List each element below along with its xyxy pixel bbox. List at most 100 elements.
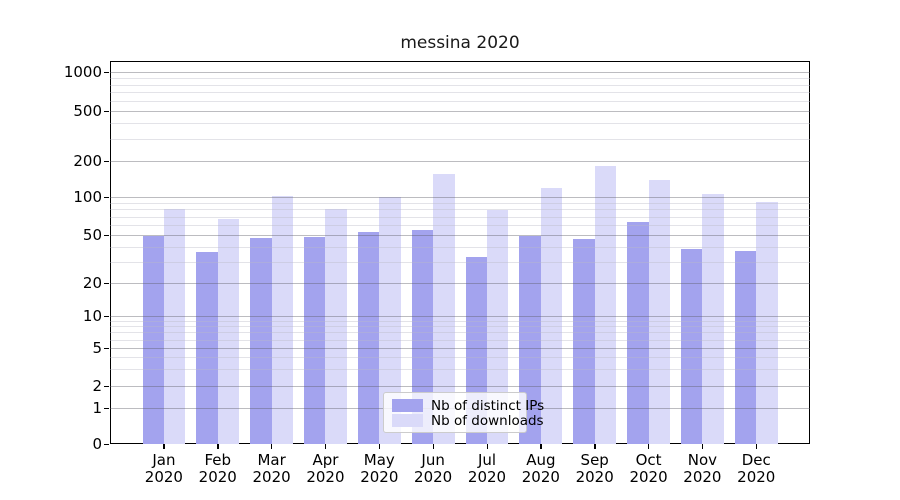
legend-swatch-distinct-ips xyxy=(392,399,423,412)
gridline-minor xyxy=(110,202,810,204)
bar-distinct-ips-may xyxy=(357,231,380,444)
x-tick-mark xyxy=(432,444,435,449)
bar-downloads-jun xyxy=(433,174,455,444)
y-tick-label: 1000 xyxy=(63,63,102,81)
x-tick-year: 2020 xyxy=(683,468,722,486)
gridline-minor xyxy=(110,246,810,248)
bar-downloads-mar xyxy=(271,195,293,444)
bar-downloads-may xyxy=(379,197,401,444)
legend-swatch-downloads xyxy=(392,414,423,427)
y-tick-mark xyxy=(104,347,109,349)
x-tick-mark xyxy=(540,444,542,449)
y-tick-label: 0 xyxy=(92,435,102,453)
x-tick-year: 2020 xyxy=(575,468,614,486)
bar-distinct-ips-oct xyxy=(627,222,649,444)
y-tick-label: 5 xyxy=(92,339,102,357)
x-tick-mark xyxy=(755,444,758,449)
gridline-major xyxy=(110,197,810,198)
legend-label-downloads: Nb of downloads xyxy=(431,412,544,429)
x-tick-year: 2020 xyxy=(414,468,453,486)
x-tick-mark xyxy=(648,444,650,449)
gridline-major xyxy=(110,111,810,112)
gridline-minor xyxy=(110,92,810,94)
legend-label-distinct-ips: Nb of distinct IPs xyxy=(431,397,545,414)
gridline-major xyxy=(110,316,810,317)
gridline-major xyxy=(110,386,810,387)
y-tick-mark xyxy=(104,385,109,387)
x-tick-mark xyxy=(701,444,704,449)
y-tick-label: 20 xyxy=(82,274,102,292)
y-tick-label: 200 xyxy=(73,152,102,170)
gridline-minor xyxy=(110,320,810,322)
x-tick-mark xyxy=(378,444,381,449)
chart-title: messina 2020 xyxy=(400,33,520,53)
gridline-major xyxy=(110,72,810,73)
y-tick-mark xyxy=(104,160,109,162)
y-tick-label: 100 xyxy=(73,188,102,206)
y-tick-label: 50 xyxy=(82,226,102,244)
gridline-major xyxy=(110,348,810,349)
x-tick-label: Dec 2020 xyxy=(724,452,788,486)
gridline-major xyxy=(110,161,810,162)
gridline-minor xyxy=(110,123,810,125)
bar-downloads-nov xyxy=(702,194,724,444)
x-tick-year: 2020 xyxy=(467,468,507,486)
bar-distinct-ips-dec xyxy=(734,250,757,444)
x-tick-year: 2020 xyxy=(252,468,291,486)
x-tick-year: 2020 xyxy=(629,468,668,486)
gridline-minor xyxy=(110,261,810,263)
bar-downloads-oct xyxy=(648,179,670,444)
bar-downloads-apr xyxy=(325,209,347,444)
gridline-minor xyxy=(110,138,810,140)
x-tick-label: Sep 2020 xyxy=(563,452,627,486)
x-tick-label: Apr 2020 xyxy=(293,452,357,486)
y-tick-mark xyxy=(104,407,109,409)
gridline-minor xyxy=(110,77,810,79)
y-tick-label: 500 xyxy=(73,102,102,120)
x-tick-label: Oct 2020 xyxy=(617,452,681,486)
x-tick-mark xyxy=(271,444,273,449)
x-tick-year: 2020 xyxy=(198,468,237,486)
bar-downloads-jul xyxy=(487,209,509,444)
x-tick-mark xyxy=(486,444,488,449)
y-tick-label: 2 xyxy=(92,377,102,395)
x-tick-mark xyxy=(594,444,596,449)
y-tick-mark xyxy=(104,443,109,445)
bar-downloads-sep xyxy=(594,166,617,444)
gridline-major xyxy=(110,235,810,236)
y-tick-mark xyxy=(104,282,109,284)
bar-distinct-ips-jun xyxy=(411,229,434,444)
gridline-minor xyxy=(110,326,810,328)
y-tick-label: 1 xyxy=(92,399,102,417)
x-tick-year: 2020 xyxy=(360,468,399,486)
legend-item-distinct-ips: Nb of distinct IPs xyxy=(392,398,544,414)
x-tick-label: May 2020 xyxy=(347,452,411,486)
y-tick-mark xyxy=(104,196,109,198)
y-tick-mark xyxy=(104,71,109,73)
gridline-minor xyxy=(110,225,810,226)
x-tick-year: 2020 xyxy=(144,468,183,486)
bar-downloads-dec xyxy=(756,201,778,444)
x-tick-label: Nov 2020 xyxy=(670,452,734,486)
bar-distinct-ips-feb xyxy=(196,252,218,444)
bar-downloads-jan xyxy=(163,209,186,444)
legend: Nb of distinct IPs Nb of downloads xyxy=(383,392,544,433)
gridline-major xyxy=(110,283,810,284)
x-tick-label: Jan 2020 xyxy=(132,452,196,486)
x-tick-label: Jul 2020 xyxy=(455,452,519,486)
gridline-minor xyxy=(110,216,810,218)
x-tick-year: 2020 xyxy=(521,468,560,486)
x-tick-year: 2020 xyxy=(737,468,776,486)
x-tick-mark xyxy=(217,444,219,449)
gridline-minor xyxy=(110,369,810,371)
gridline-minor xyxy=(110,84,810,86)
x-tick-mark xyxy=(163,444,165,449)
gridline-minor xyxy=(110,209,810,211)
gridline-minor xyxy=(110,332,810,334)
x-tick-label: Jun 2020 xyxy=(401,452,465,486)
bar-distinct-ips-sep xyxy=(573,239,595,444)
bar-distinct-ips-jan xyxy=(142,236,164,444)
x-tick-label: Aug 2020 xyxy=(509,452,573,486)
y-tick-label: 10 xyxy=(82,307,102,325)
